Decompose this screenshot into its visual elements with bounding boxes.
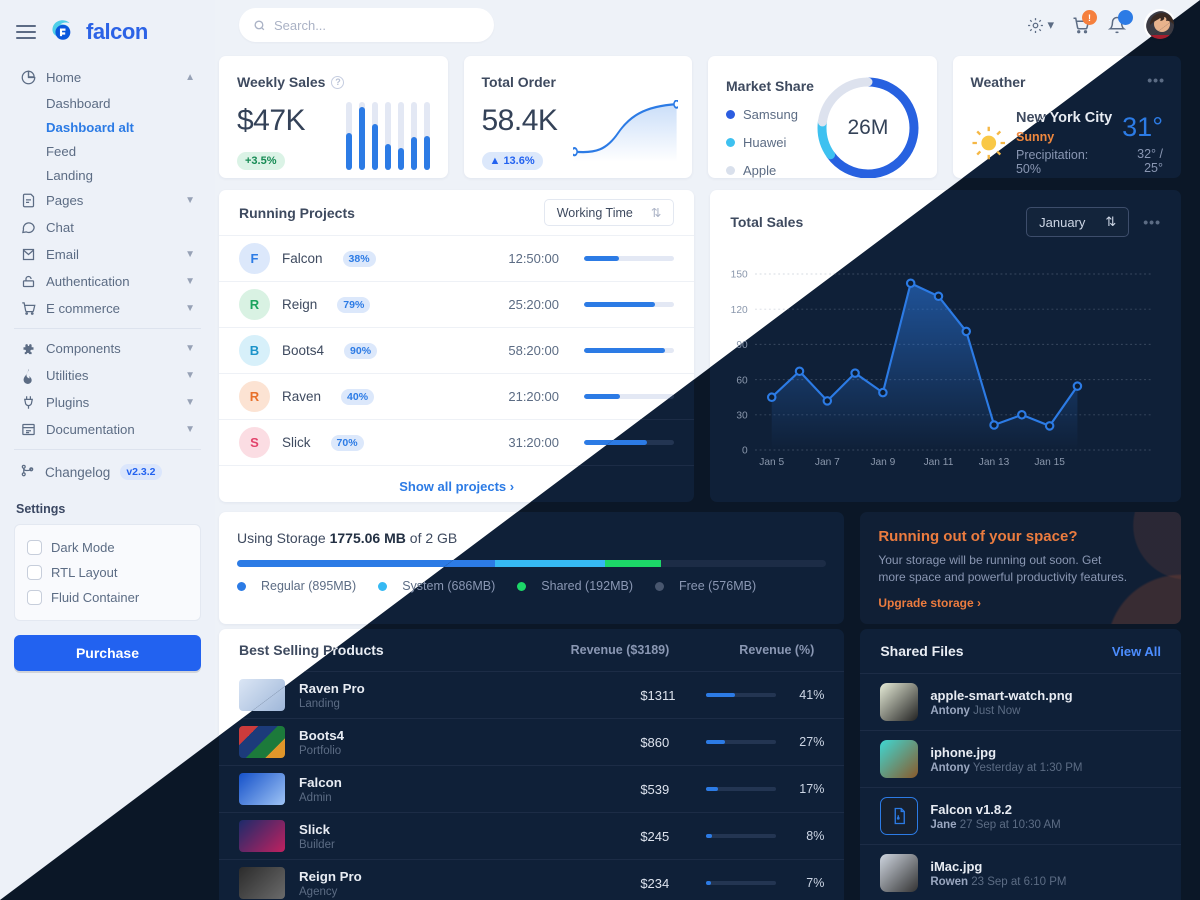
svg-text:120: 120	[731, 305, 748, 316]
svg-text:150: 150	[731, 270, 748, 281]
svg-text:Jan 15: Jan 15	[1035, 457, 1066, 468]
svg-text:Jan 11: Jan 11	[924, 457, 954, 468]
svg-text:Jan 7: Jan 7	[815, 457, 840, 468]
svg-text:30: 30	[737, 411, 749, 422]
svg-text:90: 90	[737, 340, 749, 351]
svg-text:Jan 13: Jan 13	[979, 457, 1010, 468]
svg-text:0: 0	[742, 446, 748, 457]
svg-text:Jan 5: Jan 5	[760, 457, 785, 468]
svg-text:Jan 9: Jan 9	[871, 457, 896, 468]
svg-text:60: 60	[737, 375, 749, 386]
